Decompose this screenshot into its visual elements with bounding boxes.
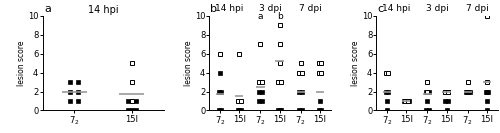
Text: 14 hpi: 14 hpi	[382, 4, 411, 13]
Title: 14 hpi: 14 hpi	[88, 5, 118, 15]
Y-axis label: lesion score: lesion score	[352, 40, 360, 86]
Text: 3 dpi: 3 dpi	[426, 4, 448, 13]
Text: 7 dpi: 7 dpi	[466, 4, 488, 13]
Text: b: b	[276, 12, 282, 21]
Y-axis label: lesion score: lesion score	[184, 40, 194, 86]
Y-axis label: lesion score: lesion score	[18, 40, 26, 86]
Text: a: a	[258, 12, 263, 21]
Text: 3 dpi: 3 dpi	[258, 4, 281, 13]
Text: 14 hpi: 14 hpi	[216, 4, 244, 13]
Text: c: c	[377, 4, 383, 14]
Text: a: a	[44, 4, 51, 14]
Text: 7 dpi: 7 dpi	[299, 4, 322, 13]
Text: b: b	[210, 4, 217, 14]
